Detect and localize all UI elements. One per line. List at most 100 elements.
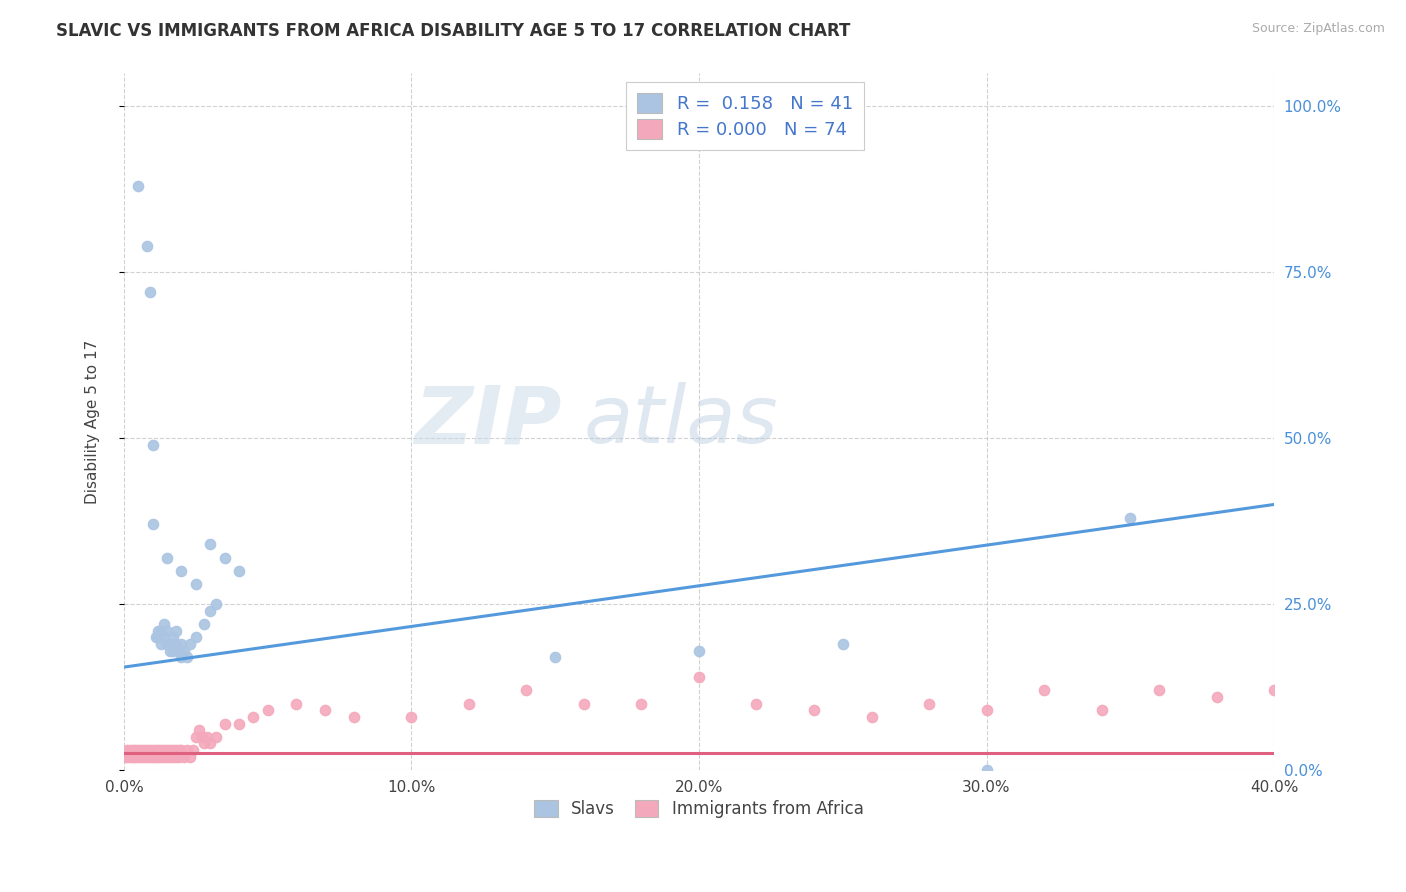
Point bbox=[214, 550, 236, 565]
Point bbox=[688, 670, 710, 684]
Point bbox=[343, 710, 366, 724]
Point bbox=[184, 730, 207, 744]
Point bbox=[156, 637, 179, 651]
Point bbox=[976, 703, 998, 717]
Point bbox=[198, 604, 221, 618]
Legend: Slavs, Immigrants from Africa: Slavs, Immigrants from Africa bbox=[527, 793, 870, 824]
Point bbox=[129, 749, 152, 764]
Text: ZIP: ZIP bbox=[413, 383, 561, 460]
Point bbox=[139, 749, 162, 764]
Point bbox=[179, 749, 201, 764]
Point bbox=[572, 697, 595, 711]
Point bbox=[544, 650, 567, 665]
Point bbox=[156, 550, 179, 565]
Point bbox=[142, 517, 165, 532]
Point bbox=[132, 749, 155, 764]
Point bbox=[156, 749, 179, 764]
Point bbox=[214, 716, 236, 731]
Point bbox=[176, 650, 198, 665]
Point bbox=[515, 683, 537, 698]
Point bbox=[187, 723, 209, 738]
Point bbox=[153, 617, 176, 632]
Point bbox=[150, 637, 173, 651]
Point bbox=[156, 624, 179, 638]
Point bbox=[121, 749, 143, 764]
Point bbox=[181, 743, 204, 757]
Point bbox=[228, 564, 250, 578]
Point bbox=[1263, 683, 1285, 698]
Point bbox=[127, 749, 149, 764]
Point bbox=[179, 637, 201, 651]
Point bbox=[314, 703, 336, 717]
Point bbox=[148, 749, 170, 764]
Point bbox=[803, 703, 825, 717]
Point bbox=[135, 238, 157, 252]
Point bbox=[162, 749, 184, 764]
Point bbox=[124, 743, 146, 757]
Point bbox=[148, 743, 170, 757]
Point bbox=[745, 697, 768, 711]
Point bbox=[115, 743, 138, 757]
Point bbox=[630, 697, 652, 711]
Point bbox=[205, 597, 228, 611]
Point bbox=[153, 749, 176, 764]
Point bbox=[860, 710, 883, 724]
Y-axis label: Disability Age 5 to 17: Disability Age 5 to 17 bbox=[86, 339, 100, 504]
Point bbox=[145, 743, 167, 757]
Point bbox=[173, 749, 195, 764]
Point bbox=[132, 743, 155, 757]
Point bbox=[159, 743, 181, 757]
Point bbox=[112, 749, 135, 764]
Point bbox=[458, 697, 481, 711]
Point bbox=[184, 577, 207, 591]
Text: Source: ZipAtlas.com: Source: ZipAtlas.com bbox=[1251, 22, 1385, 36]
Point bbox=[127, 743, 149, 757]
Point bbox=[118, 743, 141, 757]
Point bbox=[1119, 510, 1142, 524]
Point bbox=[170, 650, 193, 665]
Point bbox=[167, 643, 190, 657]
Point bbox=[135, 743, 157, 757]
Point bbox=[159, 637, 181, 651]
Point bbox=[162, 630, 184, 644]
Point bbox=[184, 630, 207, 644]
Point bbox=[401, 710, 423, 724]
Point bbox=[228, 716, 250, 731]
Point bbox=[142, 749, 165, 764]
Point bbox=[153, 743, 176, 757]
Text: atlas: atlas bbox=[583, 383, 779, 460]
Point bbox=[198, 736, 221, 750]
Point bbox=[150, 624, 173, 638]
Point bbox=[1033, 683, 1056, 698]
Point bbox=[124, 749, 146, 764]
Point bbox=[159, 643, 181, 657]
Point bbox=[173, 643, 195, 657]
Point bbox=[193, 617, 215, 632]
Point bbox=[205, 730, 228, 744]
Point bbox=[118, 749, 141, 764]
Point bbox=[148, 624, 170, 638]
Point bbox=[285, 697, 308, 711]
Point bbox=[115, 749, 138, 764]
Point bbox=[156, 743, 179, 757]
Point bbox=[918, 697, 941, 711]
Point bbox=[256, 703, 278, 717]
Point bbox=[162, 743, 184, 757]
Point bbox=[139, 743, 162, 757]
Point bbox=[688, 643, 710, 657]
Point bbox=[129, 743, 152, 757]
Point bbox=[145, 630, 167, 644]
Point bbox=[193, 736, 215, 750]
Point bbox=[165, 637, 187, 651]
Point bbox=[127, 178, 149, 193]
Point bbox=[170, 743, 193, 757]
Point bbox=[153, 630, 176, 644]
Point bbox=[142, 438, 165, 452]
Point bbox=[167, 743, 190, 757]
Point bbox=[242, 710, 264, 724]
Point bbox=[150, 743, 173, 757]
Point bbox=[176, 743, 198, 757]
Point bbox=[198, 537, 221, 551]
Point bbox=[976, 763, 998, 777]
Point bbox=[1147, 683, 1170, 698]
